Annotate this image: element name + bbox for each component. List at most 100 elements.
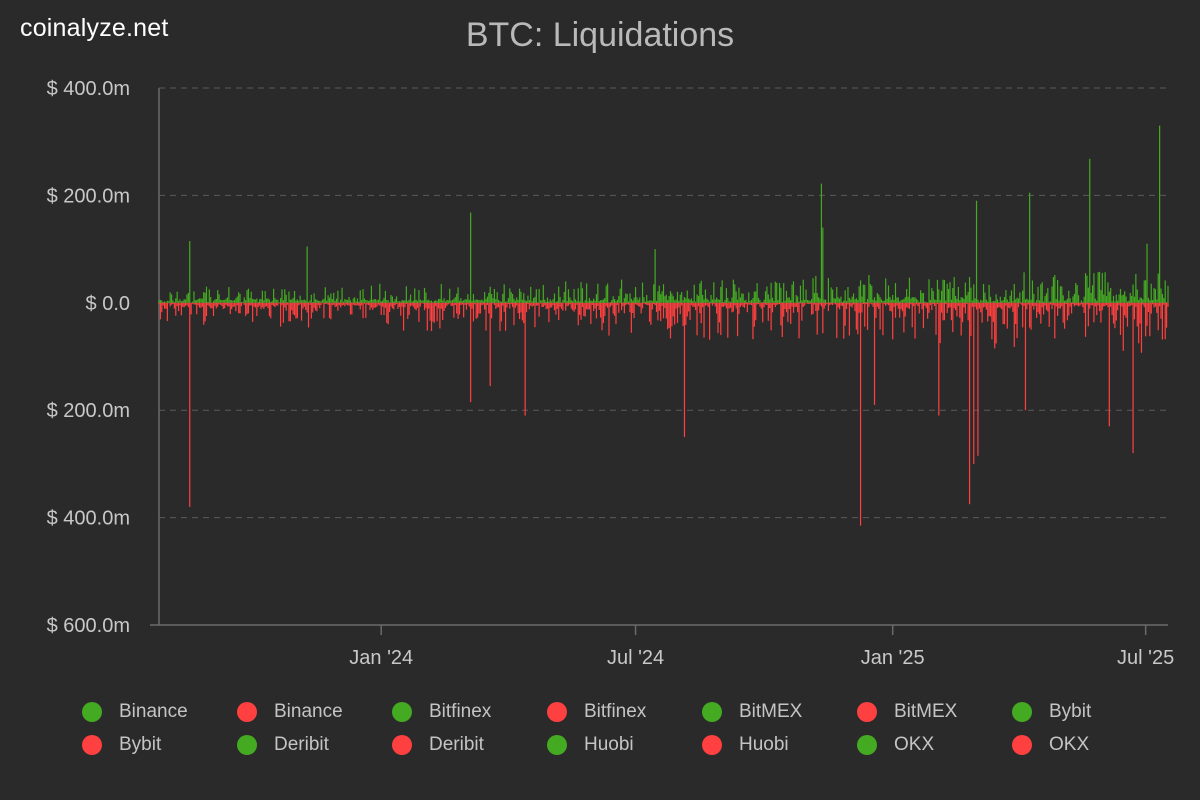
- short-liquidation-bar: [791, 302, 793, 307]
- legend-item-huobi-short[interactable]: Huobi: [700, 733, 855, 757]
- short-liquidation-bar: [665, 302, 667, 319]
- short-liquidation-bar: [1105, 302, 1108, 305]
- short-liquidation-bar: [532, 302, 535, 306]
- long-liquidation-bar: [873, 297, 876, 303]
- long-liquidation-bar: [456, 293, 458, 303]
- short-liquidation-bar: [1036, 302, 1038, 318]
- long-liquidation-bar: [840, 296, 842, 303]
- short-liquidation-bar: [1108, 302, 1110, 427]
- long-liquidation-bar: [433, 300, 435, 303]
- short-liquidation-bar: [193, 302, 195, 305]
- short-liquidation-bar: [924, 302, 926, 306]
- long-liquidation-bar: [159, 300, 161, 303]
- long-liquidation-bar: [833, 298, 835, 303]
- short-liquidation-bar: [900, 302, 902, 310]
- long-liquidation-bar: [349, 300, 352, 303]
- long-liquidation-bar: [1114, 301, 1116, 303]
- long-liquidation-bar: [647, 300, 649, 303]
- short-liquidation-bar: [914, 302, 916, 339]
- legend-item-bitmex-short[interactable]: BitMEX: [855, 700, 1010, 724]
- legend-item-bitmex-long[interactable]: BitMEX: [700, 700, 855, 724]
- short-liquidation-bar: [1157, 302, 1159, 331]
- short-liquidation-bar: [1093, 302, 1095, 323]
- long-liquidation-bar: [1093, 273, 1095, 303]
- short-liquidation-bar: [577, 302, 579, 326]
- long-liquidation-bar: [991, 301, 993, 303]
- legend-item-bitfinex-long[interactable]: Bitfinex: [390, 700, 545, 724]
- short-liquidation-bar: [542, 302, 544, 307]
- legend-item-binance-long[interactable]: Binance: [80, 700, 235, 724]
- legend-item-okx-short[interactable]: OKX: [1010, 733, 1165, 757]
- long-liquidation-bar: [651, 301, 653, 303]
- long-liquidation-bar: [994, 301, 996, 303]
- long-liquidation-bar: [463, 300, 465, 303]
- short-liquidation-bar: [579, 302, 581, 315]
- short-liquidation-bar: [750, 302, 753, 305]
- long-liquidation-bar: [706, 298, 708, 303]
- long-liquidation-bar: [268, 299, 271, 303]
- short-liquidation-bar: [896, 302, 898, 306]
- long-liquidation-bar: [263, 300, 265, 303]
- long-liquidation-bar: [228, 287, 230, 303]
- long-liquidation-bar: [776, 282, 778, 303]
- legend-dot-icon: [547, 735, 567, 755]
- short-liquidation-bar: [1115, 302, 1117, 321]
- short-liquidation-bar: [222, 302, 224, 309]
- legend-item-bybit-long[interactable]: Bybit: [1010, 700, 1165, 724]
- long-liquidation-bar: [545, 301, 547, 303]
- y-tick-label: $ 200.0m: [47, 185, 130, 207]
- long-liquidation-bar: [732, 279, 734, 303]
- short-liquidation-bar: [816, 302, 818, 335]
- long-liquidation-bar: [560, 302, 563, 303]
- long-liquidation-bar: [608, 302, 610, 303]
- long-liquidation-bar: [179, 299, 181, 303]
- short-liquidation-bar: [344, 302, 346, 307]
- long-liquidation-bar: [1083, 296, 1085, 303]
- legend-item-okx-long[interactable]: OKX: [855, 733, 1010, 757]
- legend-item-deribit-long[interactable]: Deribit: [235, 733, 390, 757]
- long-liquidation-bar: [591, 301, 593, 303]
- short-liquidation-bar: [545, 302, 547, 310]
- short-liquidation-bar: [805, 302, 807, 304]
- liquidations-chart[interactable]: $ 400.0m $ 200.0m $ 0.0 $ 200.0m $ 400.0m $ 6…: [0, 0, 1200, 690]
- short-liquidation-bar: [675, 302, 677, 309]
- long-liquidation-bar: [675, 299, 677, 303]
- long-liquidation-bar: [755, 291, 757, 303]
- short-liquidation-bar: [725, 302, 727, 309]
- short-liquidation-bar: [400, 302, 402, 316]
- short-liquidation-bar: [646, 302, 648, 305]
- long-liquidation-bar: [966, 295, 968, 303]
- long-liquidation-bar: [644, 301, 646, 303]
- short-liquidation-bar: [717, 302, 719, 334]
- legend-item-bitfinex-short[interactable]: Bitfinex: [545, 700, 700, 724]
- short-liquidation-bar: [261, 302, 264, 308]
- short-liquidation-bar: [837, 302, 839, 308]
- legend-item-huobi-long[interactable]: Huobi: [545, 733, 700, 757]
- long-liquidation-bar: [277, 299, 279, 303]
- legend-item-bybit-short[interactable]: Bybit: [80, 733, 235, 757]
- short-liquidation-bar: [382, 302, 384, 307]
- short-liquidation-bar: [562, 302, 564, 311]
- short-liquidation-bar: [1051, 302, 1053, 310]
- short-liquidation-bar: [432, 302, 434, 322]
- legend-item-binance-short[interactable]: Binance: [235, 700, 390, 724]
- legend-item-deribit-short[interactable]: Deribit: [390, 733, 545, 757]
- short-liquidation-bar: [595, 302, 598, 319]
- short-liquidation-bar: [187, 302, 189, 308]
- short-liquidation-bar: [704, 302, 707, 306]
- short-liquidation-bar: [626, 302, 628, 305]
- short-liquidation-bar: [619, 302, 621, 304]
- short-liquidation-bar: [706, 302, 708, 306]
- short-liquidation-bar: [451, 302, 454, 306]
- short-liquidation-bar: [218, 302, 220, 305]
- short-liquidation-bar: [555, 302, 557, 315]
- long-liquidation-bar: [528, 300, 530, 303]
- long-liquidation-bar: [472, 293, 475, 303]
- long-liquidation-bar: [697, 295, 700, 303]
- long-liquidation-bar: [1009, 295, 1011, 303]
- short-liquidation-bar: [495, 302, 497, 309]
- short-liquidation-bar: [267, 302, 269, 309]
- short-liquidation-bar: [166, 302, 168, 322]
- short-liquidation-bar: [994, 302, 996, 349]
- short-liquidation-bar: [776, 302, 778, 306]
